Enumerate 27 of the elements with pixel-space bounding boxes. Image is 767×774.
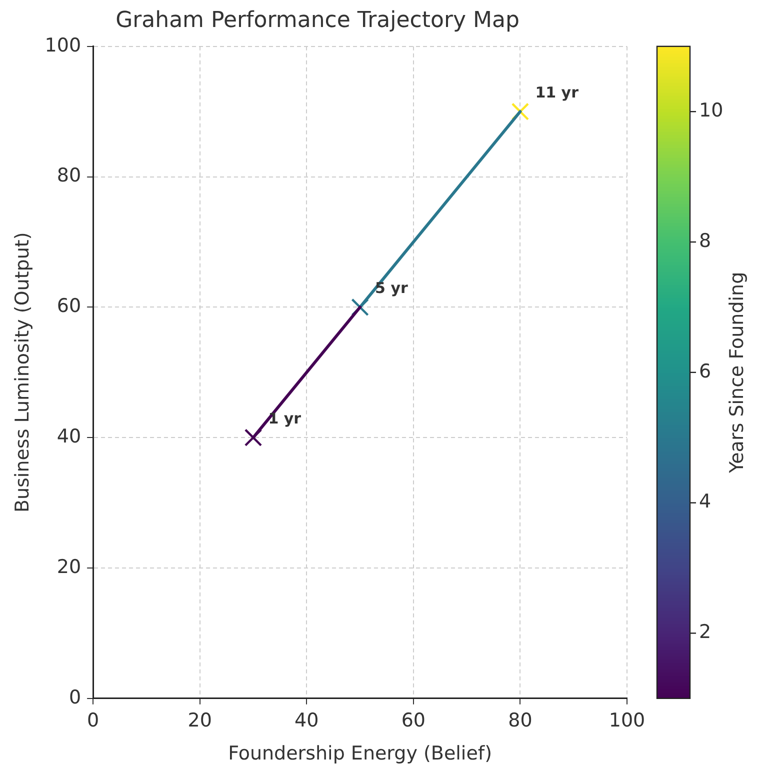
color-bar-label: 4 <box>699 490 712 513</box>
y-axis-title: Business Luminosity (Output) <box>11 232 34 513</box>
y-tick-label: 100 <box>44 34 82 56</box>
point <box>244 428 262 446</box>
color-bar-label: 2 <box>699 621 712 644</box>
color-bar-label: 10 <box>699 100 724 122</box>
color-bar-title: Years Since Founding <box>726 272 748 474</box>
y-tick-label: 20 <box>56 556 82 578</box>
y-tick-label: 40 <box>56 426 82 448</box>
color-bar-label: 6 <box>699 360 712 382</box>
x-tick-label: 0 <box>87 710 100 732</box>
annotation: 5 yr <box>375 279 408 298</box>
chart-title: Graham Performance Trajectory Map <box>116 8 520 33</box>
annotation: 1 yr <box>268 410 302 428</box>
point <box>351 298 369 316</box>
annotation: 11 yr <box>535 84 580 102</box>
point <box>511 102 530 120</box>
y-tick-label: 80 <box>56 164 82 187</box>
x-tick-label: 60 <box>401 710 426 732</box>
x-tick-label: 100 <box>608 710 646 732</box>
y-tick-label: 0 <box>68 686 82 708</box>
color-bar-label: 8 <box>699 230 712 252</box>
x-tick-label: 40 <box>294 710 319 732</box>
x-tick-label: 20 <box>188 710 212 732</box>
y-tick-label: 60 <box>56 295 82 318</box>
x-tick-label: 80 <box>508 710 532 732</box>
x-axis-title: Foundership Energy (Belief) <box>228 742 492 765</box>
